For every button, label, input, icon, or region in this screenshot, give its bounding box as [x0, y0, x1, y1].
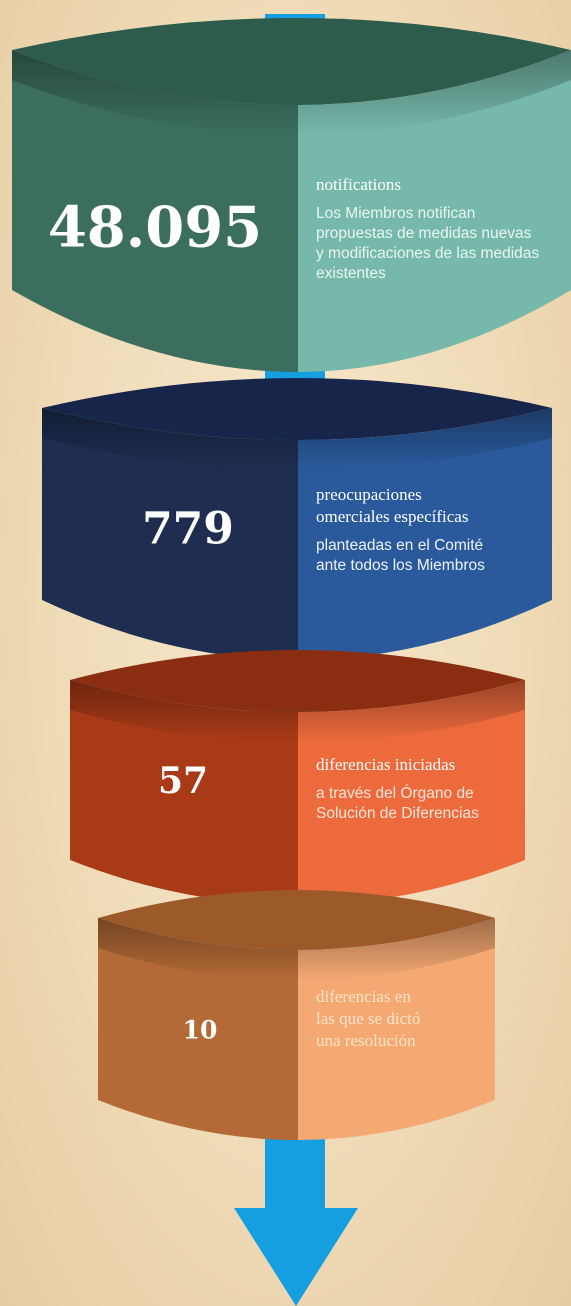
stage-shadow: [12, 50, 571, 135]
stage-title: preocupaciones: [316, 485, 422, 504]
stage-shadow: [98, 918, 495, 980]
stage-description: Los Miembros notifican: [316, 205, 475, 222]
stage-description: planteadas en el Comité: [316, 537, 483, 554]
flow-arrow: [234, 1208, 358, 1306]
stage-title: las que se dictó: [316, 1009, 420, 1028]
stage-top: [42, 378, 552, 440]
stage-description: propuestas de medidas nuevas: [316, 225, 532, 242]
stage-value: 10: [183, 1016, 218, 1045]
stage-title: omerciales específicas: [316, 507, 468, 526]
stage-title: notifications: [316, 175, 401, 194]
stage-description: existentes: [316, 265, 386, 282]
stage-description: a través del Órgano de: [316, 785, 474, 802]
stage-top: [70, 650, 525, 712]
stage-value: 57: [158, 760, 208, 802]
stage-shadow: [42, 408, 552, 470]
stage-left-face: [42, 408, 298, 660]
stage-top: [98, 890, 495, 950]
stage-description: ante todos los Miembros: [316, 557, 485, 574]
stage: 57 diferencias iniciadas a través del Órga…: [70, 650, 525, 905]
stage: 48.095 notifications Los Miembros notifica…: [12, 18, 571, 372]
stage: 779 preocupaciones omerciales específicas p…: [42, 378, 552, 660]
stage-description: y modificaciones de las medidas: [316, 245, 539, 262]
stage-shadow: [70, 680, 525, 742]
stage-description: Solución de Diferencias: [316, 805, 479, 822]
stage-title: una resolución: [316, 1031, 416, 1050]
stage: 10 diferencias en las que se dictó una reso…: [98, 890, 495, 1140]
stage-title: diferencias en: [316, 987, 411, 1006]
stage-top: [12, 18, 571, 105]
stage-value: 779: [142, 504, 234, 555]
stage-title: diferencias iniciadas: [316, 755, 455, 774]
stage-value: 48.095: [48, 195, 262, 261]
stage-right-face: [298, 408, 552, 660]
